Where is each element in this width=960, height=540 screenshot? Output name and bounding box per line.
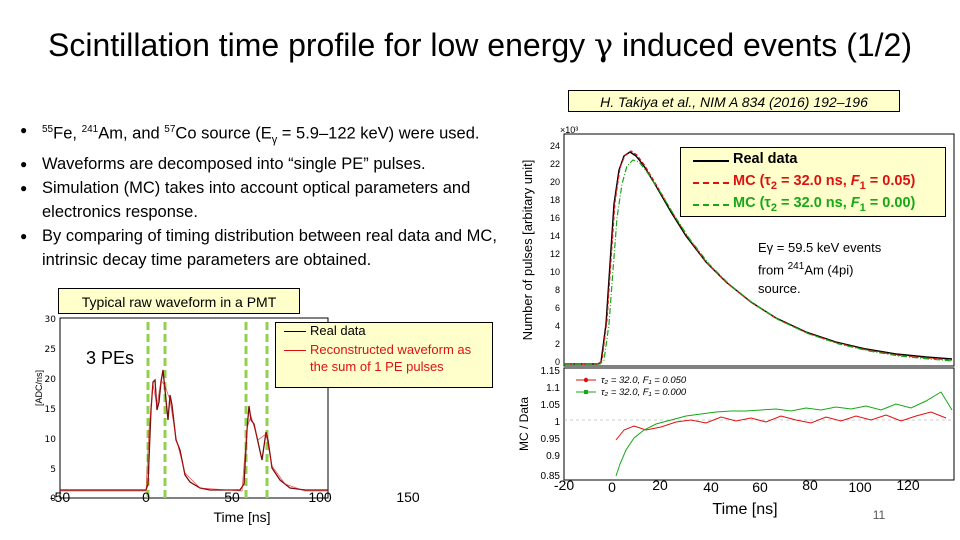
profile-ytick: 24 <box>550 141 560 151</box>
wf-legend-recon: Reconstructed waveform as the sum of 1 P… <box>310 342 472 374</box>
profile-ytick: 18 <box>550 195 560 205</box>
wf-xtick: -50 <box>50 489 70 505</box>
ratio-red-series <box>615 411 947 441</box>
citation-box: H. Takiya et al., NIM A 834 (2016) 192–1… <box>568 90 900 112</box>
bullet-simulation: Simulation (MC) takes into account optic… <box>20 176 540 224</box>
profile-ytick: 8 <box>555 285 560 295</box>
bullet-list: 55Fe, 241Am, and 57Co source (Eγ = 5.9–1… <box>20 118 540 272</box>
source-note: Eγ = 59.5 keV events from 241Am (4pi) so… <box>758 238 918 298</box>
ratio-xtick: 120 <box>896 477 920 493</box>
ratio-ytick: 1.05 <box>541 400 561 411</box>
wf-xtick: 150 <box>396 489 420 505</box>
profile-exponent: ×10³ <box>560 125 578 135</box>
wf-xlabel: Time [ns] <box>213 509 270 525</box>
waveform-recon <box>60 378 328 492</box>
legend-data-label: Real data <box>733 151 798 167</box>
wf-ytick: 15 <box>45 405 56 415</box>
profile-ytick: 6 <box>555 303 560 313</box>
title-rest: induced events (1/2) <box>613 27 912 63</box>
ratio-xtick: 40 <box>703 479 719 495</box>
ratio-xtick: 100 <box>848 479 872 495</box>
ratio-legend-green: τ₂ = 32.0, F₁ = 0.000 <box>601 387 687 398</box>
ratio-legend-red: τ₂ = 32.0, F₁ = 0.050 <box>601 375 687 386</box>
note-line: from 241Am (4pi) <box>758 261 854 278</box>
ratio-ylabel: MC / Data <box>517 397 531 451</box>
ratio-ytick: 0.9 <box>546 451 560 462</box>
profile-legend: Real data MC (τ2 = 32.0 ns, F1 = 0.05) M… <box>680 147 946 217</box>
wf-ytick: 5 <box>50 465 56 475</box>
wf-ytick: 10 <box>45 435 57 445</box>
waveform-caption: Typical raw waveform in a PMT <box>58 288 300 314</box>
title-main: Scintillation time profile for low energ… <box>48 27 595 63</box>
waveform-plot: 30 25 20 15 10 5 0 [ADC/ns] -50 0 50 100… <box>34 315 420 525</box>
note-line: source. <box>758 281 801 297</box>
wf-ylabel: [ADC/ns] <box>34 370 44 406</box>
ratio-ytick: 1 <box>554 417 560 428</box>
profile-mc-green-curve <box>564 159 953 365</box>
wf-xtick: 50 <box>224 489 240 505</box>
wf-ytick: 20 <box>45 375 57 385</box>
profile-ytick: 2 <box>555 339 560 349</box>
ratio-xlabel: Time [ns] <box>712 501 777 518</box>
ratio-legend-green-marker <box>584 390 588 394</box>
ratio-frame <box>563 367 955 481</box>
ratio-xtick: -20 <box>554 477 574 493</box>
profile-ytick: 20 <box>550 177 560 187</box>
wf-ytick: 25 <box>45 345 56 355</box>
ratio-ytick: 0.85 <box>541 471 561 482</box>
wf-legend-data: Real data <box>310 323 366 338</box>
waveform-legend: Real data Reconstructed waveform as the … <box>275 322 493 388</box>
ratio-xtick: 0 <box>608 479 616 495</box>
ratio-xtick: 20 <box>652 477 668 493</box>
slide-number: 11 <box>872 508 886 522</box>
wf-ytick: 30 <box>45 315 57 325</box>
title-gamma: γ <box>594 26 614 64</box>
note-line: Eγ = 59.5 keV events <box>758 240 882 255</box>
wf-xtick: 100 <box>308 489 332 505</box>
ratio-green-series <box>615 391 953 477</box>
profile-ytick: 16 <box>550 213 560 223</box>
bullet-comparison: By comparing of timing distribution betw… <box>20 224 540 272</box>
profile-ytick: 14 <box>550 231 560 241</box>
three-pe-label: 3 PEs <box>74 344 146 372</box>
profile-ytick: 10 <box>550 267 560 277</box>
legend-mc-green-label: MC (τ2 = 32.0 ns, F1 = 0.00) <box>733 195 916 214</box>
slide-title: Scintillation time profile for low energ… <box>0 26 960 64</box>
ratio-legend-red-marker <box>583 377 589 383</box>
ratio-xtick: 60 <box>752 479 768 495</box>
ratio-ytick: 1.1 <box>546 383 560 394</box>
profile-ytick: 12 <box>550 249 560 259</box>
waveform-frame <box>59 317 329 499</box>
waveform-trace <box>60 369 328 491</box>
profile-ytick: 4 <box>555 321 560 331</box>
ratio-ytick: 1.15 <box>541 366 561 377</box>
profile-data-curve <box>564 151 953 365</box>
bullet-sources: 55Fe, 241Am, and 57Co source (Eγ = 5.9–1… <box>20 118 540 152</box>
profile-ytick: 0 <box>555 357 560 367</box>
ratio-ytick: 0.95 <box>541 434 561 445</box>
profile-ytick: 22 <box>550 159 560 169</box>
bullet-decompose: Waveforms are decomposed into “single PE… <box>20 152 540 176</box>
legend-mc-red-label: MC (τ2 = 32.0 ns, F1 = 0.05) <box>733 173 916 192</box>
ratio-xtick: 80 <box>802 477 818 493</box>
wf-xtick: 0 <box>142 489 150 505</box>
wf-ytick: 0 <box>50 494 56 504</box>
time-profile-plot: ×10³ 24 22 20 18 16 14 12 10 8 6 4 2 0 N… <box>517 125 955 518</box>
profile-frame <box>563 133 955 367</box>
profile-ylabel: Number of pulses [arbitary unit] <box>520 160 535 341</box>
